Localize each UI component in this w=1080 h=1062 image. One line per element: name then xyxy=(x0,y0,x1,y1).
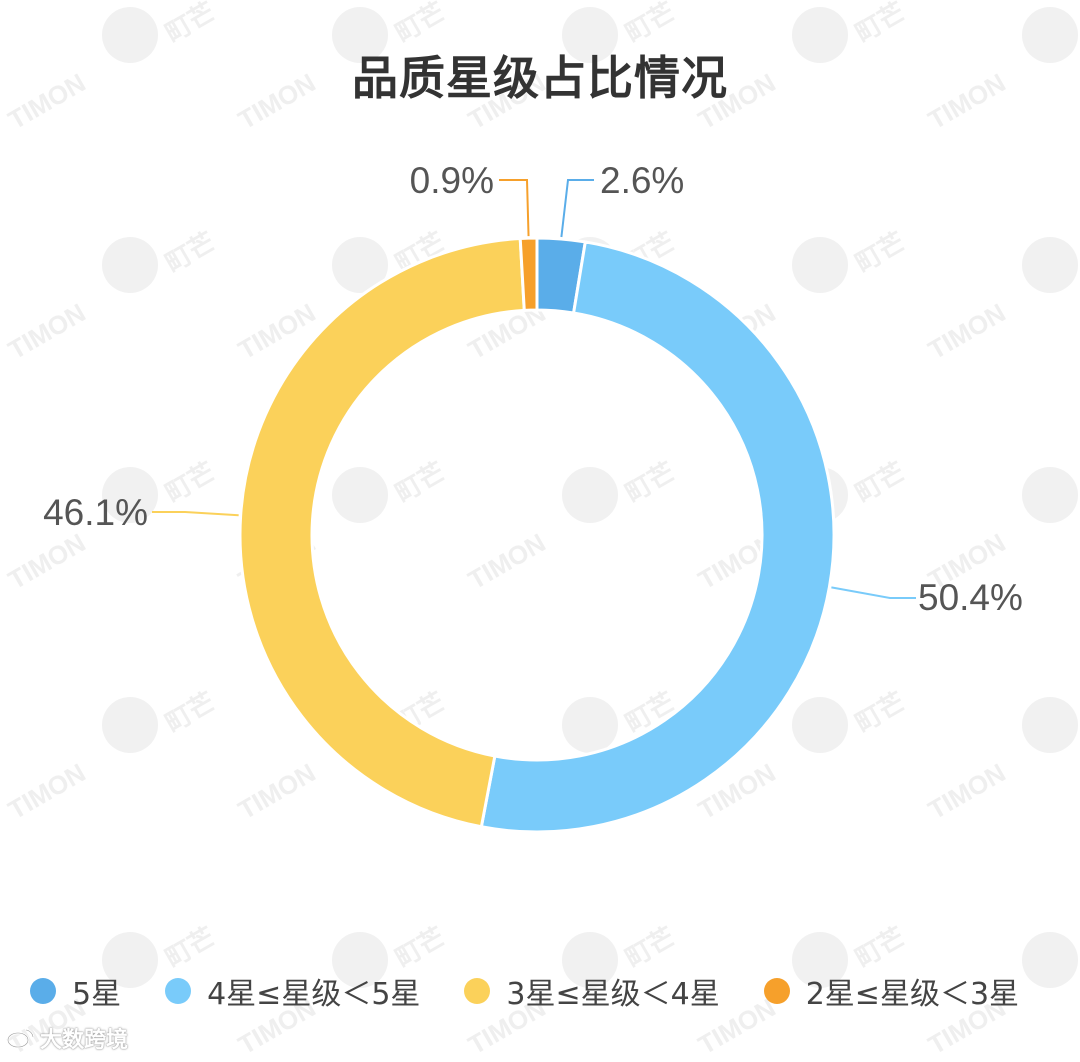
legend-item-2[interactable]: 4星≤星级＜5星 xyxy=(165,969,420,1013)
legend-item-4[interactable]: 2星≤星级＜3星 xyxy=(763,969,1020,1013)
legend-swatch xyxy=(464,978,491,1004)
leader-line-2 xyxy=(831,586,916,599)
chart-title: 品质星级占比情况 xyxy=(352,51,728,105)
leader-line-3 xyxy=(152,511,239,517)
donut-slice-3 xyxy=(238,236,526,829)
legend-label: 4星≤星级＜5星 xyxy=(207,977,421,1012)
data-label-1: 2.6% xyxy=(600,160,684,201)
chart-legend: 5星 4星≤星级＜5星 3星≤星级＜4星 2星≤星级＜3星 xyxy=(30,969,1063,1013)
credit-text: 大数跨境 xyxy=(40,1028,129,1053)
legend-label: 5星 xyxy=(72,977,122,1012)
legend-label: 2星≤星级＜3星 xyxy=(805,977,1020,1012)
weibo-icon xyxy=(6,1028,35,1049)
legend-swatch xyxy=(165,978,192,1004)
donut-slice-2 xyxy=(479,240,836,834)
legend-item-3[interactable]: 3星≤星级＜4星 xyxy=(464,969,720,1013)
legend-swatch xyxy=(30,978,56,1004)
leader-line-1 xyxy=(560,179,594,238)
data-label-2: 50.4% xyxy=(918,577,1023,618)
donut-slice-4 xyxy=(518,236,539,312)
data-label-4: 0.9% xyxy=(410,160,494,201)
legend-label: 3星≤星级＜4星 xyxy=(506,977,720,1012)
leader-line-4 xyxy=(499,179,530,237)
data-label-3: 46.1% xyxy=(43,492,148,533)
source-credit: 大数跨境 xyxy=(6,1022,128,1054)
legend-swatch xyxy=(763,978,790,1004)
legend-item-1[interactable]: 5星 xyxy=(30,969,121,1013)
